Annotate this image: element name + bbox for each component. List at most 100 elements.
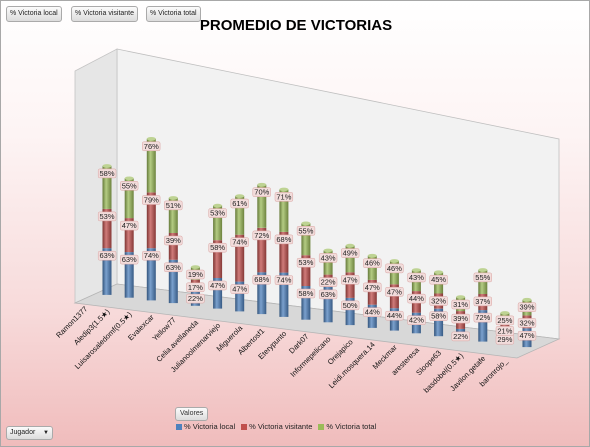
bar-segment-visitante[interactable] <box>279 231 289 273</box>
bar-segment-local[interactable] <box>235 281 245 312</box>
data-label-text: 44% <box>409 294 424 303</box>
data-label-text: 76% <box>144 142 159 151</box>
bar-segment-total[interactable] <box>124 178 134 219</box>
data-label-visitante: 72% <box>252 230 271 241</box>
data-label-local: 63% <box>164 262 183 273</box>
data-label-local: 44% <box>363 307 382 317</box>
bar-segment-local[interactable] <box>478 310 488 342</box>
bar-segment-total[interactable] <box>301 223 311 256</box>
bar-segment-local[interactable] <box>102 248 112 295</box>
data-label-text: 70% <box>254 188 269 197</box>
data-label-text: 58% <box>431 312 446 321</box>
data-label-total: 71% <box>274 192 294 202</box>
bar-cap <box>168 196 178 200</box>
bar-segment-visitante[interactable] <box>124 218 134 253</box>
data-label-visitante: 47% <box>341 275 360 285</box>
data-label-total: 43% <box>407 272 426 283</box>
data-label-text: 63% <box>166 263 181 272</box>
bar-segment-local[interactable] <box>257 272 267 315</box>
bar-segment-total[interactable] <box>102 165 112 209</box>
bar-segment-total[interactable] <box>235 196 245 235</box>
bar-segment-visitante[interactable] <box>367 279 377 305</box>
data-label-text: 61% <box>232 199 247 208</box>
data-label-text: 46% <box>365 259 380 268</box>
bar-segment-local[interactable] <box>168 259 178 304</box>
bar-segment-visitante[interactable] <box>146 192 156 249</box>
data-label-text: 55% <box>122 181 137 190</box>
data-label-local: 42% <box>407 315 426 325</box>
bar-segment-total[interactable] <box>168 197 178 233</box>
bar-segment-local[interactable] <box>323 286 333 323</box>
data-label-text: 43% <box>321 253 336 262</box>
data-label-total: 55% <box>120 181 139 191</box>
bar-segment-visitante[interactable] <box>345 272 355 298</box>
data-label-text: 22% <box>453 332 468 341</box>
data-label-total: 55% <box>473 272 492 283</box>
legend-label-visitante: % Victoria visitante <box>249 422 313 431</box>
data-label-total: 76% <box>142 141 161 152</box>
bar-segment-local[interactable] <box>124 252 134 298</box>
bar-segment-visitante[interactable] <box>235 234 245 282</box>
bar-segment-visitante[interactable] <box>213 240 223 278</box>
data-label-visitante: 68% <box>274 234 294 245</box>
data-label-total: 25% <box>495 315 515 326</box>
legend-swatch-visitante <box>241 424 248 431</box>
field-button-local[interactable]: % Victoria local <box>6 6 62 22</box>
data-label-visitante: 47% <box>120 220 139 231</box>
data-label-text: 74% <box>144 251 159 260</box>
bar-segment-total[interactable] <box>279 189 289 232</box>
data-label-text: 53% <box>298 258 313 267</box>
data-label-local: 63% <box>318 289 338 300</box>
data-label-visitante: 32% <box>517 318 537 328</box>
data-label-total: 61% <box>230 198 249 209</box>
bar-stack-Informepelicano <box>345 243 355 326</box>
data-label-visitante: 53% <box>296 257 316 268</box>
bar-segment-local[interactable] <box>434 308 444 337</box>
data-label-visitante: 21% <box>495 326 515 336</box>
bar-segment-visitante[interactable] <box>301 255 311 286</box>
data-label-local: 72% <box>473 312 492 323</box>
bar-segment-total[interactable] <box>345 245 355 273</box>
bar-stack-Luisarosaledomf(0.5★) <box>146 137 156 301</box>
bar-segment-total[interactable] <box>213 205 223 241</box>
bar-cap <box>478 268 488 272</box>
data-label-local: 44% <box>385 310 404 321</box>
bar-cap <box>301 221 311 226</box>
data-label-total: 70% <box>252 187 271 197</box>
bar-cap <box>124 176 134 181</box>
data-label-text: 72% <box>254 231 269 240</box>
bar-stack-Celia.avellaneda <box>213 203 223 309</box>
data-label-local: 63% <box>120 254 139 265</box>
bar-stack-Evalexcar <box>168 196 178 304</box>
data-label-text: 45% <box>431 275 446 284</box>
data-label-text: 31% <box>453 300 468 309</box>
legend-item-local: % Victoria local <box>176 422 235 431</box>
bar-segment-total[interactable] <box>257 184 267 228</box>
data-label-local: 22% <box>186 293 205 304</box>
data-label-text: 47% <box>210 281 225 290</box>
bar-segment-visitante[interactable] <box>102 208 112 249</box>
data-label-text: 32% <box>431 297 446 306</box>
data-label-text: 79% <box>144 196 159 205</box>
data-label-visitante: 79% <box>142 195 161 205</box>
field-button-visitante[interactable]: % Victoria visitante <box>71 6 139 22</box>
bar-stack-Miguerola <box>257 182 267 315</box>
jugador-filter-label: Jugador <box>10 429 36 436</box>
jugador-filter-dropdown[interactable]: Jugador ▼ <box>6 426 53 440</box>
bar-segment-visitante[interactable] <box>168 233 178 260</box>
bar-segment-visitante[interactable] <box>257 227 267 273</box>
data-label-text: 55% <box>475 273 490 282</box>
bar-cap <box>345 243 355 248</box>
bar-segment-local[interactable] <box>279 272 289 317</box>
field-button-total[interactable]: % Victoria total <box>146 6 201 22</box>
bar-segment-local[interactable] <box>213 278 223 309</box>
bar-segment-local[interactable] <box>301 286 311 320</box>
data-label-local: 47% <box>517 330 537 341</box>
bar-segment-local[interactable] <box>146 248 156 301</box>
data-label-text: 47% <box>343 275 358 284</box>
bar-segment-total[interactable] <box>146 138 156 193</box>
bar-segment-local[interactable] <box>345 297 355 326</box>
values-field-button[interactable]: Valores <box>175 407 209 421</box>
data-label-text: 47% <box>122 221 137 230</box>
data-label-text: 39% <box>519 303 534 312</box>
